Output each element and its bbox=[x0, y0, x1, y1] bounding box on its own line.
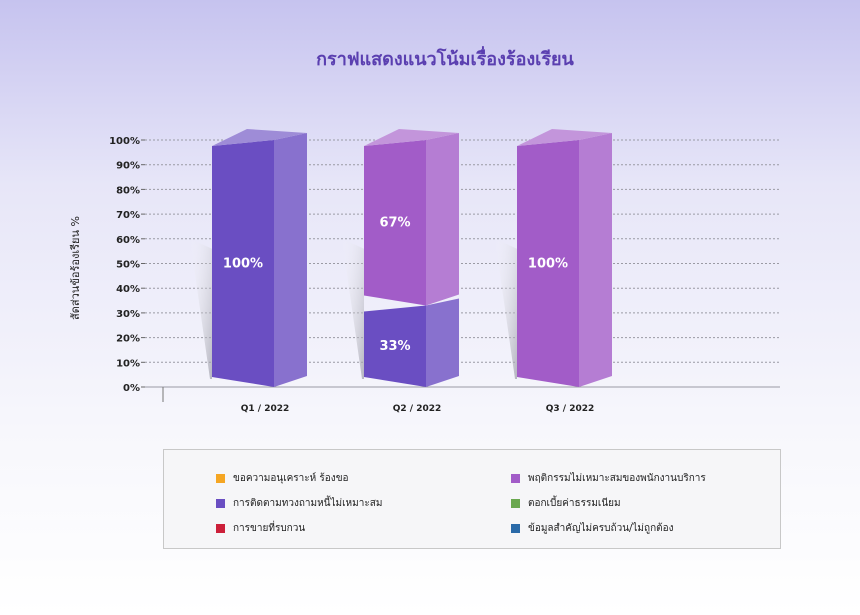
bar-top bbox=[212, 129, 307, 146]
legend-label: พฤติกรรมไม่เหมาะสมของพนักงานบริการ bbox=[528, 473, 706, 484]
bar-segment-side bbox=[426, 133, 459, 306]
legend-label: ข้อมูลสำคัญไม่ครบถ้วน/ไม่ถูกต้อง bbox=[528, 523, 674, 534]
data-label: 100% bbox=[528, 257, 568, 272]
legend-swatch bbox=[511, 474, 520, 483]
legend-label: การติดตามทวงถามหนี้ไม่เหมาะสม bbox=[233, 498, 383, 509]
x-tick-label: Q1 / 2022 bbox=[241, 404, 290, 414]
bar-segment-front bbox=[517, 140, 579, 387]
legend-swatch bbox=[216, 524, 225, 533]
y-tick-label: 10% bbox=[116, 358, 140, 369]
y-tick-label: 0% bbox=[123, 383, 140, 394]
legend-label: ตอกเบี้ยค่าธรรมเนียม bbox=[528, 498, 621, 509]
legend-label: การขายที่รบกวน bbox=[233, 523, 306, 534]
legend-swatch bbox=[216, 474, 225, 483]
y-axis-label: สัดส่วนข้อร้องเรียน % bbox=[69, 216, 82, 320]
x-tick-label: Q3 / 2022 bbox=[546, 404, 595, 414]
legend-swatch bbox=[511, 499, 520, 508]
y-tick-label: 60% bbox=[116, 235, 140, 246]
y-tick-label: 50% bbox=[116, 260, 140, 271]
bar-segment-front bbox=[212, 140, 274, 387]
y-tick-label: 90% bbox=[116, 161, 140, 172]
chart-title: กราฟแสดงแนวโน้มเรื่องร้องเรียน bbox=[316, 49, 574, 70]
bar-shadow bbox=[342, 238, 364, 379]
bar-shadow bbox=[495, 238, 517, 379]
bar-segment-side bbox=[274, 133, 307, 387]
legend: ขอความอนุเคราะห์ ร้องขอ พฤติกรรมไม่เหมาะ… bbox=[163, 449, 781, 549]
y-tick-label: 30% bbox=[116, 309, 140, 320]
bar-segment-side bbox=[426, 298, 459, 387]
legend-item: การติดตามทวงถามหนี้ไม่เหมาะสม bbox=[216, 496, 382, 511]
x-tick-label: Q2 / 2022 bbox=[393, 404, 442, 414]
data-label: 67% bbox=[379, 216, 410, 231]
legend-label: ขอความอนุเคราะห์ ร้องขอ bbox=[233, 473, 349, 484]
y-tick-label: 80% bbox=[116, 185, 140, 196]
chart-plot: 0% 10% 20% 30% 40% 50% 60% 70% 80% 90% 100% Q1 / 2… bbox=[109, 129, 780, 414]
bar-segment-front bbox=[364, 305, 426, 387]
bar-top bbox=[517, 129, 612, 146]
legend-swatch bbox=[511, 524, 520, 533]
y-tick-label: 20% bbox=[116, 334, 140, 345]
bar-segment-side bbox=[579, 133, 612, 387]
y-tick-label: 40% bbox=[116, 284, 140, 295]
bar-top bbox=[364, 129, 459, 146]
data-label: 100% bbox=[223, 257, 263, 272]
legend-item: พฤติกรรมไม่เหมาะสมของพนักงานบริการ bbox=[511, 471, 706, 486]
bar-segment-front bbox=[364, 140, 426, 306]
legend-swatch bbox=[216, 499, 225, 508]
legend-item: การขายที่รบกวน bbox=[216, 521, 305, 536]
data-label: 33% bbox=[379, 339, 410, 354]
y-tick-label: 70% bbox=[116, 210, 140, 221]
legend-item: ขอความอนุเคราะห์ ร้องขอ bbox=[216, 471, 349, 486]
legend-item: ข้อมูลสำคัญไม่ครบถ้วน/ไม่ถูกต้อง bbox=[511, 521, 674, 536]
y-tick-label: 100% bbox=[109, 136, 140, 147]
bar-shadow bbox=[190, 238, 212, 379]
legend-item: ตอกเบี้ยค่าธรรมเนียม bbox=[511, 496, 621, 511]
